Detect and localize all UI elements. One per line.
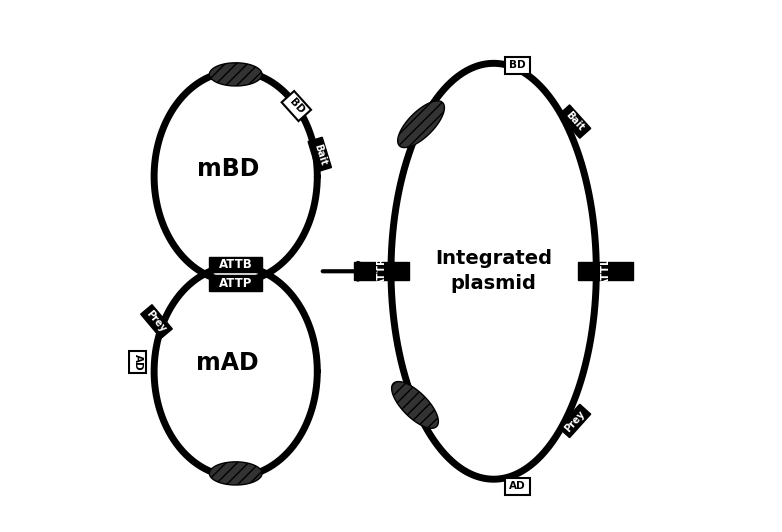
Polygon shape [210,256,262,272]
Polygon shape [141,305,172,338]
Text: mAD: mAD [196,352,259,376]
Text: BD: BD [509,60,526,70]
Text: ATTP: ATTP [219,277,253,290]
Polygon shape [505,478,530,495]
Polygon shape [129,351,146,373]
Text: ATTR: ATTR [376,256,386,286]
Polygon shape [558,105,590,138]
Polygon shape [578,262,633,280]
Text: Integrated
plasmid: Integrated plasmid [435,250,552,293]
Text: AD: AD [509,481,526,491]
Polygon shape [558,404,590,438]
Polygon shape [354,262,409,280]
Polygon shape [282,91,311,121]
Text: mBD: mBD [196,156,259,180]
Text: ATTB: ATTB [219,258,253,271]
Text: ATTL: ATTL [601,257,611,286]
Text: BD: BD [287,96,306,115]
Text: Prey: Prey [562,408,586,434]
Text: Bait: Bait [564,110,586,133]
Text: Prey: Prey [145,309,168,334]
Polygon shape [392,381,439,428]
Text: Bait: Bait [312,143,328,167]
Polygon shape [210,276,262,291]
Polygon shape [210,63,262,86]
Text: AD: AD [133,354,142,370]
Polygon shape [308,137,332,172]
Polygon shape [210,462,262,485]
Polygon shape [505,57,530,73]
Polygon shape [398,101,444,147]
